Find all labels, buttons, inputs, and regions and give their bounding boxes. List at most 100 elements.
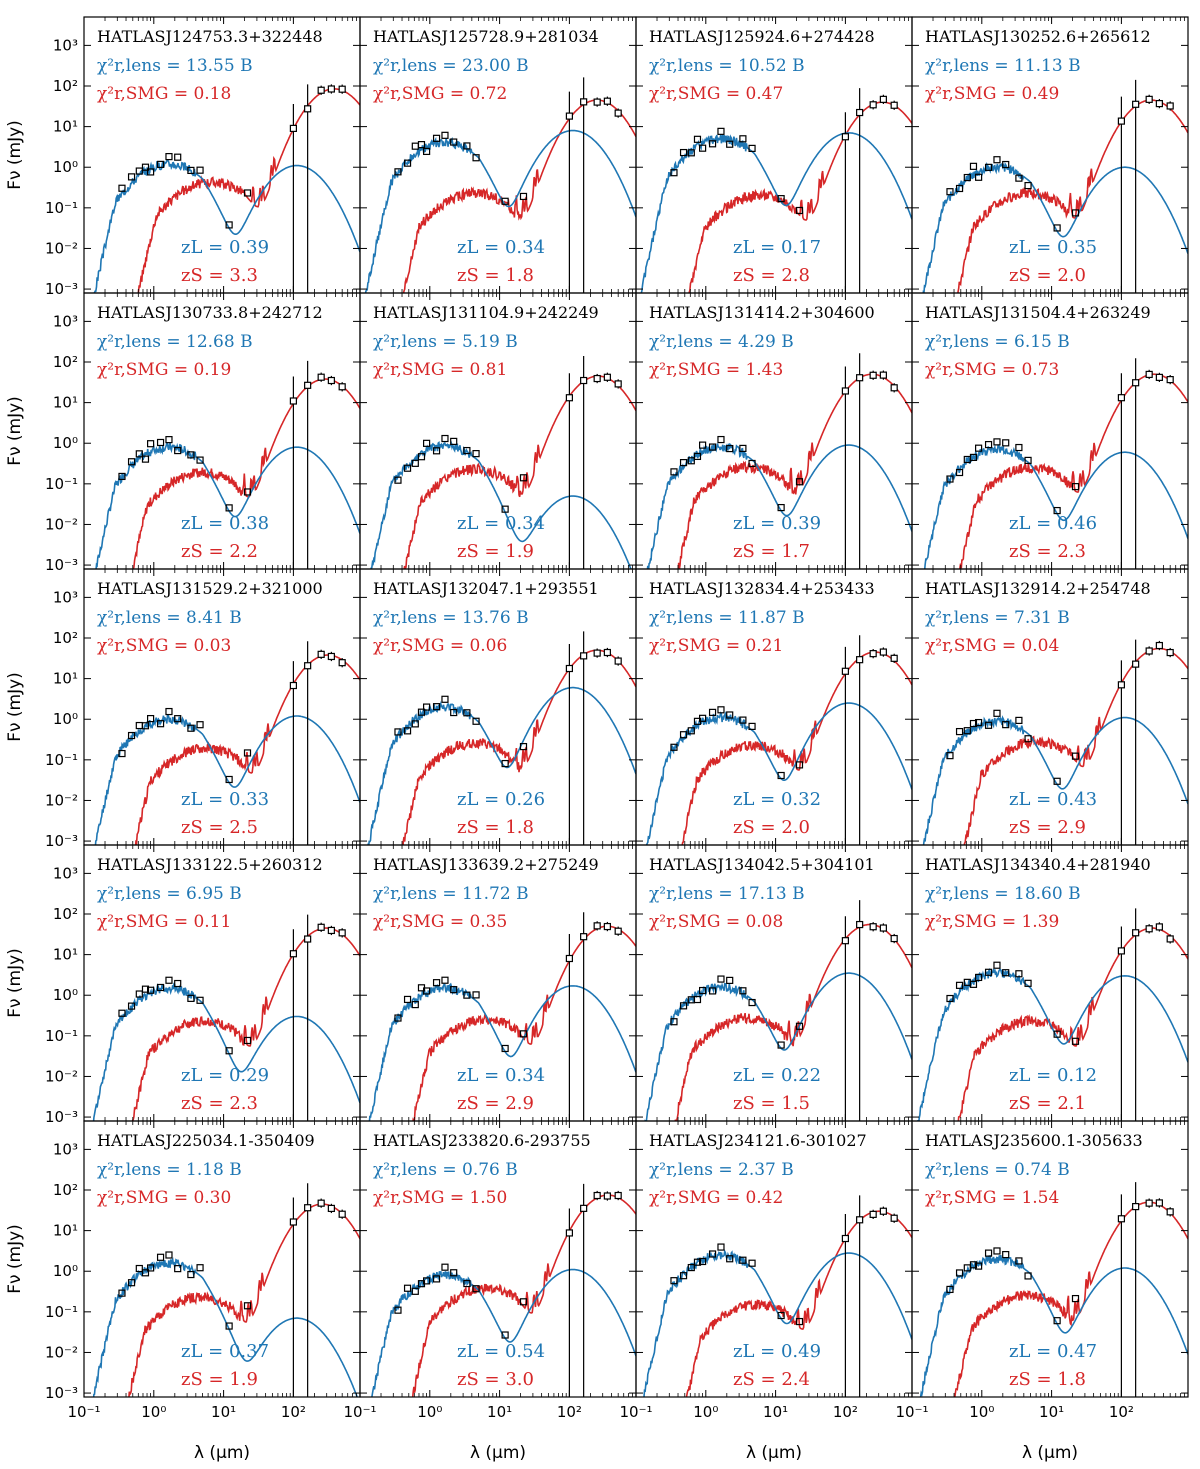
photometry-point [327, 926, 335, 935]
photometry-point [699, 986, 707, 995]
photometry-point [1155, 99, 1163, 108]
photometry-point [423, 1277, 431, 1285]
photometry-point [777, 503, 785, 512]
photometry-point [879, 1207, 887, 1215]
photometry-point [174, 1265, 182, 1273]
chi-smg-label: χ²r,SMG = 0.19 [97, 360, 231, 380]
photometry-point [472, 154, 480, 162]
photometry-point [317, 923, 325, 931]
z-source-label: zS = 2.9 [1009, 817, 1086, 838]
smg-sed-line [954, 1201, 1188, 1397]
photometry-point [699, 144, 707, 152]
panel-name: HATLASJ133639.2+275249 [373, 855, 599, 874]
photometry-point [955, 981, 964, 989]
photometry-point [1155, 1199, 1163, 1207]
smg-sed-line [959, 373, 1188, 569]
photometry-point [603, 97, 611, 105]
photometry-point [869, 371, 877, 379]
photometry-point [1053, 1030, 1061, 1038]
lens-sed-line [922, 161, 1188, 293]
z-lens-label: zL = 0.49 [733, 1341, 821, 1362]
smg-sed-line [402, 649, 636, 845]
panel-name: HATLASJ131529.2+321000 [97, 579, 323, 598]
z-lens-label: zL = 0.47 [1009, 1341, 1097, 1362]
photometry-point [1024, 979, 1032, 987]
z-source-label: zS = 2.3 [1009, 541, 1086, 562]
photometry-point [963, 727, 971, 735]
chi-lens-label: χ²r,lens = 13.76 B [373, 608, 529, 628]
y-tick-label: 10⁰ [53, 434, 78, 452]
z-source-label: zS = 1.5 [733, 1093, 810, 1114]
photometry-point [289, 124, 297, 132]
photometry-point [196, 721, 204, 729]
photometry-point [417, 453, 426, 461]
chi-smg-label: χ²r,SMG = 0.06 [373, 636, 507, 656]
photometry-point [1053, 224, 1061, 232]
chi-smg-label: χ²r,SMG = 0.49 [925, 84, 1059, 104]
x-tick-label: 10⁰ [141, 1403, 166, 1421]
panel-HATLASJ233820.6-293755: HATLASJ233820.6-293755 χ²r,lens = 0.76 B χ… [359, 1120, 637, 1398]
photometry-point [187, 1270, 195, 1279]
photometry-point [777, 1311, 785, 1320]
x-axis-label-col-1: λ (μm) [194, 1443, 250, 1463]
photometry-point [519, 742, 528, 751]
photometry-point [795, 761, 804, 769]
chi-smg-label: χ²r,SMG = 0.03 [97, 636, 231, 656]
z-source-label: zS = 2.0 [733, 817, 810, 838]
photometry-point [501, 759, 509, 768]
photometry-point [304, 381, 312, 389]
photometry-point [156, 1253, 165, 1261]
y-tick-label: 10² [53, 905, 78, 923]
photometry-point [603, 1192, 611, 1200]
photometry-point [856, 656, 864, 664]
z-lens-label: zL = 0.34 [457, 513, 545, 534]
photometry-point [1155, 923, 1163, 931]
photometry-point [717, 435, 725, 444]
panel-name: HATLASJ132834.4+253433 [649, 579, 875, 598]
panel-name: HATLASJ131414.2+304600 [649, 303, 875, 322]
y-tick-label: 10⁻¹ [45, 199, 78, 217]
y-tick-label: 10⁰ [53, 158, 78, 176]
y-tick-label: 10⁻² [45, 1067, 78, 1085]
z-source-label: zS = 2.2 [181, 541, 258, 562]
z-lens-label: zL = 0.17 [733, 237, 821, 258]
lens-sed-line [368, 982, 636, 1121]
photometry-point [963, 173, 971, 182]
z-lens-label: zL = 0.35 [1009, 237, 1097, 258]
photometry-point [1166, 648, 1174, 657]
photometry-point [432, 447, 441, 455]
panel-name: HATLASJ134340.4+281940 [925, 855, 1151, 874]
photometry-point [593, 649, 601, 657]
photometry-point [1166, 1208, 1174, 1216]
z-source-label: zS = 1.9 [181, 1369, 258, 1390]
chi-smg-label: χ²r,SMG = 0.81 [373, 360, 507, 380]
z-source-label: zS = 2.4 [733, 1369, 810, 1390]
smg-sed-line [680, 651, 912, 845]
photometry-point [1053, 1317, 1061, 1325]
panel-name: HATLASJ235600.1-305633 [925, 1131, 1143, 1150]
photometry-point [1071, 1037, 1080, 1045]
photometry-point [795, 206, 804, 215]
photometry-point [869, 650, 877, 658]
photometry-point [726, 1255, 734, 1263]
photometry-point [1132, 929, 1140, 937]
panel-name: HATLASJ225034.1-350409 [97, 1131, 315, 1150]
y-tick-label: 10⁻² [45, 515, 78, 533]
photometry-point [890, 101, 898, 109]
photometry-point [225, 775, 233, 784]
chi-lens-label: χ²r,lens = 12.68 B [97, 332, 253, 352]
z-lens-label: zL = 0.22 [733, 1065, 821, 1086]
photometry-point [450, 437, 458, 445]
panel-HATLASJ130252.6+265612: HATLASJ130252.6+265612 χ²r,lens = 11.13 B… [911, 16, 1189, 294]
x-tick-label: 10⁻¹ [895, 1403, 928, 1421]
photometry-point [141, 455, 150, 463]
photometry-point [174, 979, 182, 988]
panel-name: HATLASJ125728.9+281034 [373, 27, 599, 46]
y-tick-label: 10³ [53, 36, 78, 54]
photometry-point [289, 1218, 297, 1226]
y-tick-label: 10³ [53, 588, 78, 606]
photometry-point [501, 197, 509, 205]
lens-sed-line [646, 442, 912, 569]
y-tick-label: 10¹ [53, 394, 78, 412]
photometry-point [708, 140, 717, 148]
